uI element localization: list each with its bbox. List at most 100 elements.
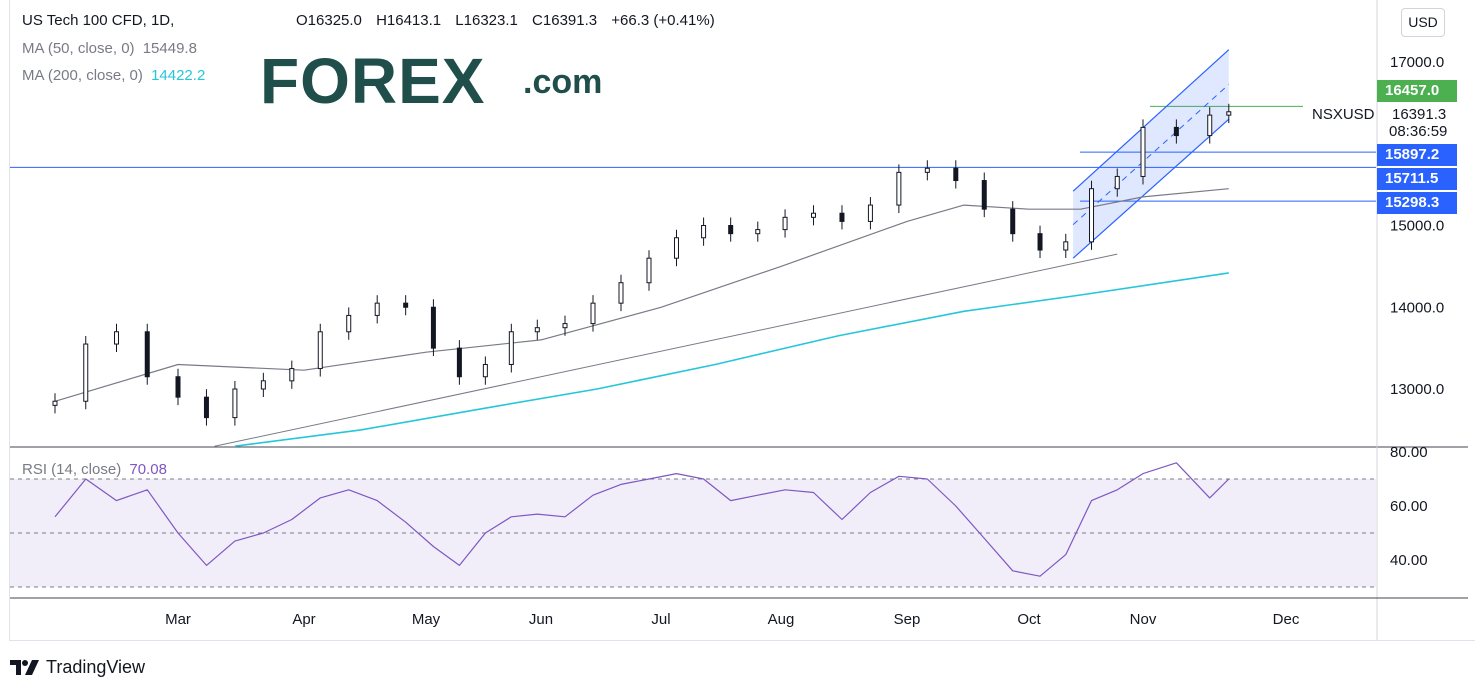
symbol-title[interactable]: US Tech 100 CFD, 1D, bbox=[22, 12, 175, 29]
low-value: L16323.1 bbox=[455, 12, 518, 29]
support-trendline bbox=[214, 253, 1118, 447]
ma50-label: MA (50, close, 0) bbox=[22, 40, 135, 57]
price-tag-15897: 15897.2 bbox=[1377, 144, 1457, 166]
x-tick-label: May bbox=[412, 611, 441, 628]
ohlc-readout: O16325.0 H16413.1 L16323.1 C16391.3 +66.… bbox=[296, 12, 725, 29]
price-tag-15298: 15298.3 bbox=[1377, 192, 1457, 214]
candle-body bbox=[867, 204, 873, 222]
open-value: O16325.0 bbox=[296, 12, 362, 29]
candle-body bbox=[562, 323, 568, 329]
candle-body bbox=[755, 229, 761, 235]
candle-body bbox=[1010, 208, 1016, 235]
close-value: C16391.3 bbox=[532, 12, 598, 29]
change-value: +66.3 (+0.41%) bbox=[611, 12, 715, 29]
logo-main: FOREX bbox=[260, 45, 486, 117]
bar-countdown: 08:36:59 bbox=[1389, 123, 1448, 140]
candle-body bbox=[646, 257, 652, 284]
candle-body bbox=[618, 282, 624, 304]
ma200-line bbox=[234, 272, 1229, 447]
ma50-legend[interactable]: MA (50, close, 0) 15449.8 bbox=[22, 40, 197, 57]
candle-body bbox=[1037, 233, 1043, 251]
candle-body bbox=[374, 302, 380, 316]
x-tick-label: Jun bbox=[529, 611, 553, 628]
chart-frame bbox=[9, 0, 1475, 641]
footer: TradingView bbox=[10, 654, 145, 680]
candle-body bbox=[782, 216, 788, 231]
candle-body bbox=[508, 331, 514, 365]
channel-fill bbox=[1073, 49, 1229, 259]
y-tick-label: 14000.0 bbox=[1390, 299, 1444, 316]
candle-body bbox=[728, 225, 734, 235]
x-tick-label: Apr bbox=[292, 611, 315, 628]
forex-logo: FOREX .com bbox=[255, 45, 625, 117]
price-tag-16457: 16457.0 bbox=[1377, 80, 1457, 102]
candle-body bbox=[232, 388, 238, 419]
candle-body bbox=[1173, 126, 1179, 137]
channel-lower bbox=[1072, 118, 1230, 259]
candle-body bbox=[289, 368, 295, 382]
rsi-value: 70.08 bbox=[129, 461, 167, 478]
candle-body bbox=[456, 347, 462, 378]
candle-body bbox=[430, 306, 436, 349]
y-tick-label: 17000.0 bbox=[1390, 54, 1444, 71]
candle-body bbox=[1089, 188, 1095, 243]
candle-body bbox=[175, 376, 181, 398]
candle-body bbox=[1226, 111, 1232, 116]
y-tick-label: 13000.0 bbox=[1390, 381, 1444, 398]
candle-body bbox=[346, 314, 352, 333]
candle-body bbox=[590, 302, 596, 325]
candle-body bbox=[673, 237, 679, 259]
rsi-label: RSI (14, close) bbox=[22, 461, 122, 478]
x-tick-label: Oct bbox=[1017, 611, 1041, 628]
footer-brand[interactable]: TradingView bbox=[46, 656, 146, 677]
rsi-legend[interactable]: RSI (14, close) 70.08 bbox=[22, 461, 167, 478]
candle-body bbox=[1140, 126, 1146, 177]
channel-upper bbox=[1072, 49, 1230, 192]
candle-body bbox=[52, 400, 58, 406]
x-tick-label: Sep bbox=[894, 611, 921, 628]
rsi-line bbox=[54, 462, 1230, 577]
candle-body bbox=[811, 212, 817, 218]
candle-body bbox=[403, 302, 409, 308]
x-tick-label: Jul bbox=[651, 611, 670, 628]
rsi-tick-label: 40.00 bbox=[1390, 552, 1428, 569]
ma50-value: 15449.8 bbox=[142, 40, 197, 57]
price-tag-15711: 15711.5 bbox=[1377, 168, 1457, 190]
candle-body bbox=[924, 167, 930, 173]
rsi-tick-label: 80.00 bbox=[1390, 444, 1428, 461]
channel-mid bbox=[1072, 84, 1230, 226]
y-tick-label: 15000.0 bbox=[1390, 218, 1444, 235]
candle-body bbox=[144, 331, 150, 378]
currency-button[interactable]: USD bbox=[1401, 8, 1445, 37]
candle-body bbox=[1207, 114, 1213, 137]
candle-body bbox=[260, 380, 266, 390]
ma200-value: 14422.2 bbox=[151, 67, 206, 84]
candle-body bbox=[114, 331, 119, 345]
candle-body bbox=[83, 343, 89, 402]
candle-body bbox=[482, 363, 488, 378]
candle-body bbox=[953, 167, 959, 182]
candle-body bbox=[896, 171, 902, 206]
x-tick-label: Nov bbox=[1130, 611, 1157, 628]
ma200-legend[interactable]: MA (200, close, 0) 14422.2 bbox=[22, 67, 205, 84]
candle-body bbox=[1063, 241, 1069, 251]
high-value: H16413.1 bbox=[376, 12, 442, 29]
current-price: 16391.3 bbox=[1392, 106, 1447, 123]
x-tick-label: Aug bbox=[768, 611, 795, 628]
x-tick-label: Mar bbox=[165, 611, 191, 628]
candle-body bbox=[1114, 175, 1120, 190]
symbol-marker: NSXUSD bbox=[1312, 106, 1375, 123]
candle-body bbox=[317, 331, 323, 370]
logo-suffix: .com bbox=[523, 63, 603, 101]
candle-body bbox=[981, 180, 987, 210]
tradingview-logo-icon bbox=[10, 660, 39, 675]
candle-body bbox=[701, 225, 707, 239]
candle-body bbox=[203, 396, 209, 419]
candle-body bbox=[839, 212, 845, 222]
ma50-line bbox=[54, 188, 1229, 402]
ma200-label: MA (200, close, 0) bbox=[22, 67, 143, 84]
candle-body bbox=[534, 327, 540, 333]
rsi-tick-label: 60.00 bbox=[1390, 498, 1428, 515]
x-tick-label: Dec bbox=[1273, 611, 1300, 628]
